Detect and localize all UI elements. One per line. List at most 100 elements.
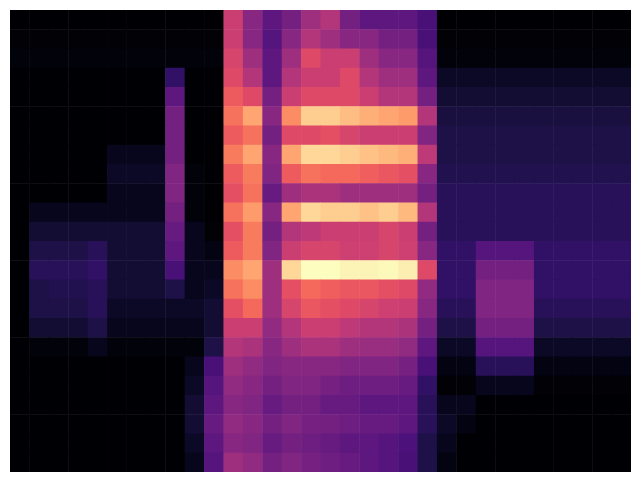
heatmap-cell <box>340 395 360 415</box>
heatmap-cell <box>573 68 593 88</box>
heatmap-cell <box>359 87 379 107</box>
heatmap-cell <box>534 318 554 338</box>
heatmap-cell <box>68 395 88 415</box>
heatmap-cell <box>592 318 612 338</box>
heatmap-cell <box>223 280 243 300</box>
heatmap-cell <box>107 145 127 165</box>
heatmap-cell <box>592 49 612 69</box>
heatmap-cell <box>398 260 418 280</box>
heatmap-cell <box>592 222 612 242</box>
heatmap-cell <box>379 10 399 30</box>
heatmap-cell <box>146 68 166 88</box>
heatmap-cell <box>379 241 399 261</box>
heatmap-cell <box>223 376 243 396</box>
heatmap-cell <box>515 357 535 377</box>
heatmap-cell <box>204 203 224 223</box>
heatmap-cell <box>282 145 302 165</box>
heatmap-cell <box>107 357 127 377</box>
heatmap-cell <box>321 10 341 30</box>
heatmap-cell <box>553 376 573 396</box>
heatmap-cell <box>476 241 496 261</box>
heatmap-cell <box>612 453 631 472</box>
heatmap-cell <box>515 241 535 261</box>
heatmap-cell <box>398 453 418 472</box>
heatmap-cell <box>185 395 205 415</box>
heatmap-cell <box>262 222 282 242</box>
heatmap-cell <box>612 299 631 319</box>
heatmap-cell <box>301 164 321 184</box>
heatmap-cell <box>68 106 88 126</box>
heatmap-cell <box>456 453 476 472</box>
heatmap-cell <box>223 395 243 415</box>
heatmap-cell <box>398 126 418 146</box>
heatmap-cell <box>495 126 515 146</box>
heatmap-cell <box>573 318 593 338</box>
heatmap-cell <box>418 453 438 472</box>
heatmap-cell <box>612 183 631 203</box>
heatmap-cell <box>476 68 496 88</box>
heatmap-cell <box>165 376 185 396</box>
heatmap-cell <box>282 164 302 184</box>
heatmap-cell <box>379 280 399 300</box>
heatmap-cell <box>437 164 457 184</box>
heatmap-cell <box>456 318 476 338</box>
heatmap-cell <box>185 68 205 88</box>
heatmap-cell <box>68 337 88 357</box>
heatmap-cell <box>223 337 243 357</box>
heatmap-cell <box>437 183 457 203</box>
heatmap-cell <box>321 68 341 88</box>
heatmap-cell <box>592 280 612 300</box>
heatmap-cell <box>88 453 108 472</box>
heatmap-cell <box>495 29 515 49</box>
heatmap-cell <box>476 395 496 415</box>
heatmap-cell <box>301 68 321 88</box>
heatmap-cell <box>185 241 205 261</box>
heatmap-cell <box>340 203 360 223</box>
heatmap-cell <box>456 241 476 261</box>
heatmap-cell <box>359 376 379 396</box>
heatmap-cell <box>553 280 573 300</box>
heatmap-cell <box>146 434 166 454</box>
heatmap-cell <box>437 203 457 223</box>
heatmap-cell <box>49 318 69 338</box>
heatmap-cell <box>437 145 457 165</box>
heatmap-cell <box>301 241 321 261</box>
heatmap-cell <box>515 183 535 203</box>
heatmap-cell <box>301 376 321 396</box>
heatmap-cell <box>107 29 127 49</box>
heatmap-cell <box>553 241 573 261</box>
heatmap-cell <box>88 280 108 300</box>
heatmap-cell <box>418 357 438 377</box>
heatmap-cell <box>49 395 69 415</box>
heatmap-cell <box>437 357 457 377</box>
heatmap-cell <box>592 10 612 30</box>
heatmap-cell <box>456 145 476 165</box>
heatmap-cell <box>126 49 146 69</box>
heatmap-cell <box>515 280 535 300</box>
heatmap-cell <box>223 164 243 184</box>
heatmap-cell <box>146 376 166 396</box>
heatmap-cell <box>437 318 457 338</box>
heatmap-cell <box>204 222 224 242</box>
heatmap-cell <box>515 164 535 184</box>
heatmap-cell <box>223 260 243 280</box>
heatmap-cell <box>340 260 360 280</box>
heatmap-cell <box>107 68 127 88</box>
heatmap-cell <box>359 203 379 223</box>
heatmap-cell <box>573 203 593 223</box>
heatmap-cell <box>515 222 535 242</box>
heatmap-cell <box>126 299 146 319</box>
heatmap-cell <box>126 183 146 203</box>
heatmap-cell <box>49 434 69 454</box>
heatmap-cell <box>379 87 399 107</box>
heatmap-cell <box>282 10 302 30</box>
heatmap-cell <box>49 260 69 280</box>
heatmap-cell <box>68 68 88 88</box>
heatmap-cell <box>437 106 457 126</box>
heatmap-cell <box>29 434 49 454</box>
heatmap-cell <box>243 203 263 223</box>
heatmap-cell <box>379 222 399 242</box>
heatmap-cell <box>573 414 593 434</box>
heatmap-cell <box>592 87 612 107</box>
heatmap-cell <box>68 318 88 338</box>
